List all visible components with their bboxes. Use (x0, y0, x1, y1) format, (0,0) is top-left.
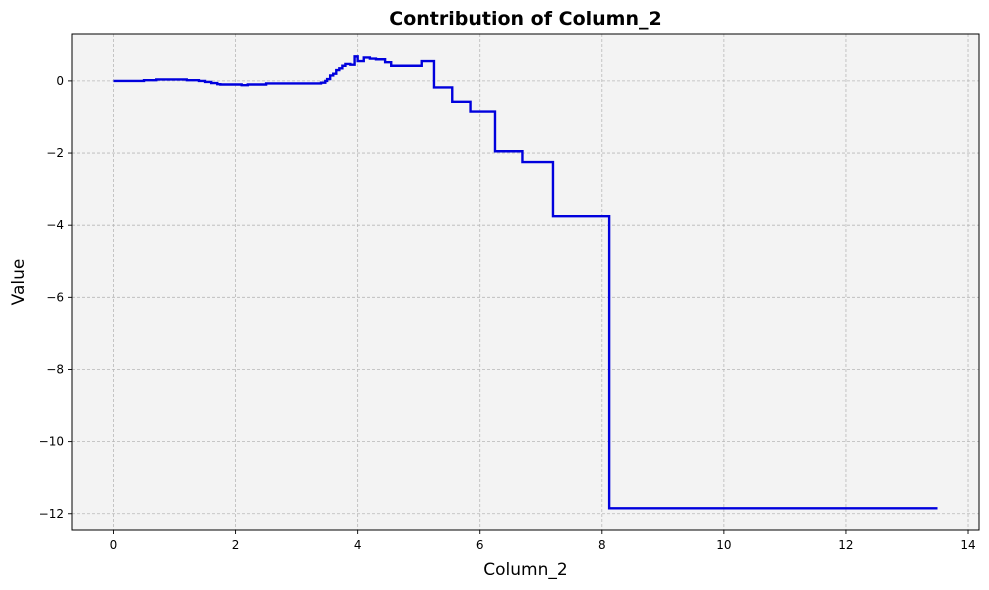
y-axis-label: Value (9, 259, 29, 306)
y-tick-label: −6 (46, 290, 64, 304)
y-tick-label: −8 (46, 362, 64, 376)
y-tick-label: −4 (46, 218, 64, 232)
y-tick-label: −12 (39, 507, 64, 521)
plot-area (72, 34, 979, 530)
x-tick-label: 6 (476, 538, 484, 552)
y-tick-label: −2 (46, 146, 64, 160)
x-tick-label: 2 (232, 538, 240, 552)
x-tick-label: 10 (716, 538, 731, 552)
x-axis-label: Column_2 (483, 560, 567, 580)
y-tick-label: −10 (39, 435, 64, 449)
x-tick-label: 4 (354, 538, 362, 552)
chart-title: Contribution of Column_2 (389, 8, 661, 30)
grid (72, 34, 979, 530)
x-tick-label: 0 (110, 538, 118, 552)
x-tick-label: 8 (598, 538, 606, 552)
y-axis-ticks: 0 −2 −4 −6 −8 −10 −12 (39, 74, 72, 521)
series-layer (113, 55, 938, 510)
x-axis-ticks: 0 2 4 6 8 10 12 14 (110, 530, 976, 552)
y-tick-label: 0 (56, 74, 64, 88)
x-tick-label: 14 (960, 538, 975, 552)
x-tick-label: 12 (838, 538, 853, 552)
plot-frame (71, 33, 980, 531)
series-line (113, 55, 938, 510)
